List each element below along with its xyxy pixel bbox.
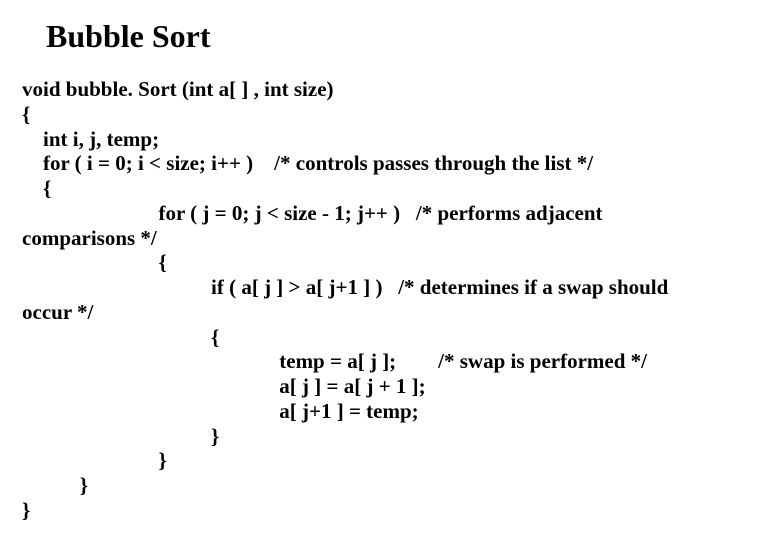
code-line: { xyxy=(22,325,758,350)
code-line: a[ j ] = a[ j + 1 ]; xyxy=(22,374,758,399)
code-line: { xyxy=(22,176,758,201)
code-line: if ( a[ j ] > a[ j+1 ] ) /* determines i… xyxy=(22,275,758,300)
code-line: for ( j = 0; j < size - 1; j++ ) /* perf… xyxy=(22,201,758,226)
slide-container: Bubble Sort void bubble. Sort (int a[ ] … xyxy=(0,0,780,543)
page-title: Bubble Sort xyxy=(46,18,758,55)
code-line: } xyxy=(22,498,758,523)
code-block: void bubble. Sort (int a[ ] , int size){… xyxy=(22,77,758,523)
code-line: } xyxy=(22,473,758,498)
code-line: a[ j+1 ] = temp; xyxy=(22,399,758,424)
code-line: temp = a[ j ]; /* swap is performed */ xyxy=(22,349,758,374)
code-line: occur */ xyxy=(22,300,758,325)
code-line: void bubble. Sort (int a[ ] , int size) xyxy=(22,77,758,102)
code-line: { xyxy=(22,102,758,127)
code-line: comparisons */ xyxy=(22,226,758,251)
code-line: } xyxy=(22,424,758,449)
code-line: { xyxy=(22,250,758,275)
code-line: for ( i = 0; i < size; i++ ) /* controls… xyxy=(22,151,758,176)
code-line: int i, j, temp; xyxy=(22,127,758,152)
code-line: } xyxy=(22,448,758,473)
